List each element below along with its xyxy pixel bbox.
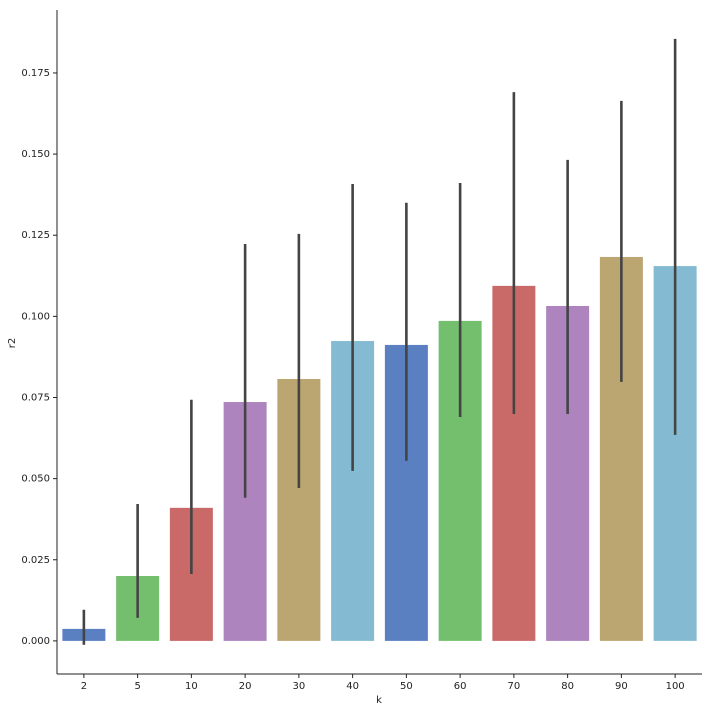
y-tick-label: 0.100 bbox=[21, 311, 50, 322]
x-tick-label: 2 bbox=[81, 681, 87, 692]
x-tick-label: 10 bbox=[185, 681, 198, 692]
x-tick-label: 100 bbox=[666, 681, 685, 692]
y-axis-label: r2 bbox=[7, 338, 18, 348]
y-tick-label: 0.075 bbox=[21, 392, 50, 403]
x-axis-label: k bbox=[376, 695, 382, 706]
y-tick-label: 0.150 bbox=[21, 149, 50, 160]
x-tick-label: 90 bbox=[615, 681, 628, 692]
y-tick-label: 0.125 bbox=[21, 230, 50, 241]
x-tick-label: 5 bbox=[134, 681, 140, 692]
x-tick-label: 30 bbox=[293, 681, 306, 692]
y-tick-label: 0.050 bbox=[21, 474, 50, 485]
x-tick-label: 60 bbox=[454, 681, 467, 692]
x-tick-label: 50 bbox=[400, 681, 413, 692]
x-tick-label: 80 bbox=[561, 681, 574, 692]
x-tick-label: 40 bbox=[346, 681, 359, 692]
x-tick-label: 70 bbox=[508, 681, 521, 692]
x-tick-label: 20 bbox=[239, 681, 252, 692]
y-tick-label: 0.000 bbox=[21, 636, 50, 647]
y-tick-label: 0.175 bbox=[21, 68, 50, 79]
y-tick-label: 0.025 bbox=[21, 555, 50, 566]
